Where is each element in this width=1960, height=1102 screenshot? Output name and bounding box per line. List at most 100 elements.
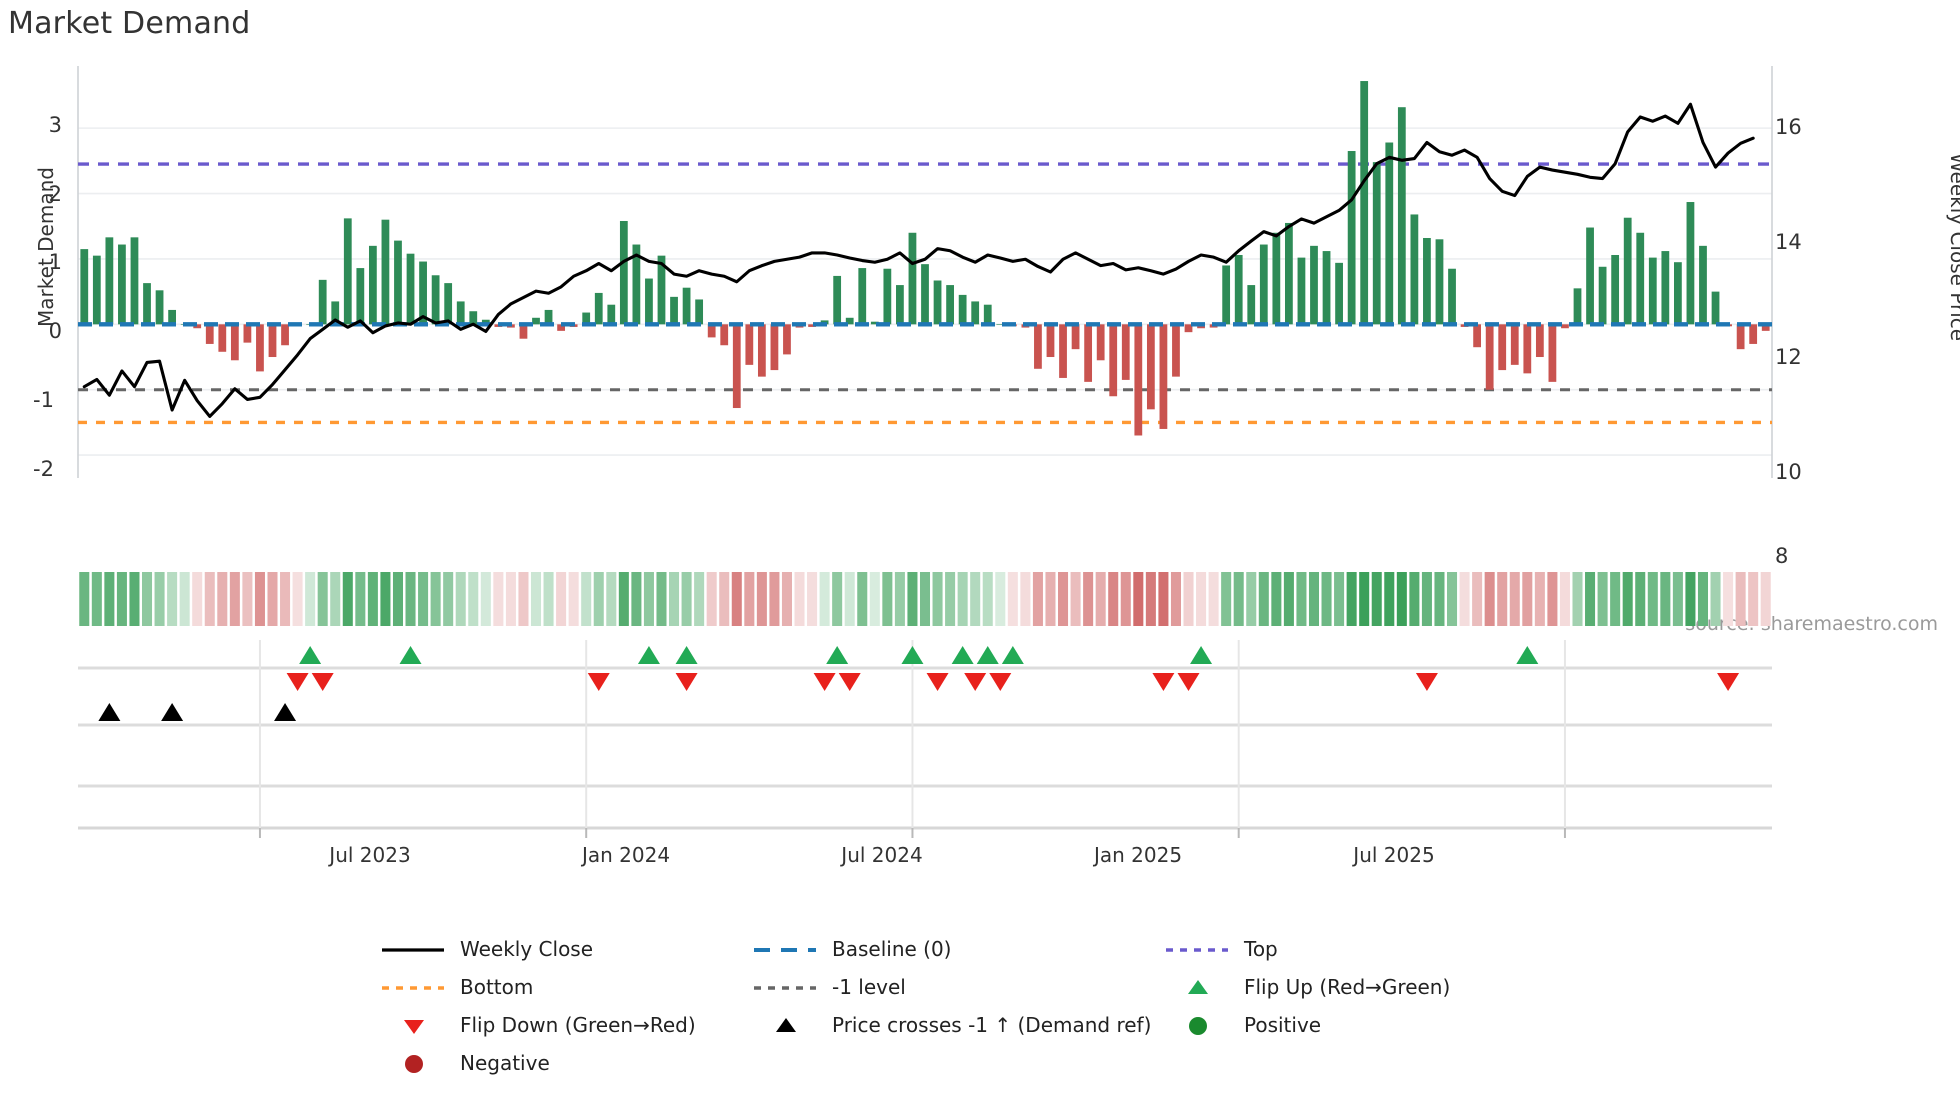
flip-down-marker xyxy=(1177,672,1200,692)
demand-bar xyxy=(519,324,528,339)
legend-item-negative[interactable]: Negative xyxy=(380,1044,752,1082)
heat-strip-cell xyxy=(1283,572,1294,626)
heat-strip-cell xyxy=(305,572,316,626)
demand-bar xyxy=(1046,324,1055,358)
legend-label: -1 level xyxy=(832,975,906,999)
demand-bar xyxy=(1598,266,1607,325)
heat-strip-cell xyxy=(1346,572,1357,626)
heat-strip-cell xyxy=(1409,572,1420,626)
demand-bar xyxy=(1222,265,1231,325)
demand-bar xyxy=(343,218,352,325)
legend-item-positive[interactable]: Positive xyxy=(1164,1006,1321,1044)
legend-row-4: Negative xyxy=(380,1044,1640,1082)
heat-strip-cell xyxy=(104,572,115,626)
demand-bar xyxy=(845,317,854,325)
demand-bar xyxy=(130,237,139,325)
heat-strip-cell xyxy=(857,572,868,626)
heat-strip-cell xyxy=(1472,572,1483,626)
heat-strip-cell xyxy=(1697,572,1709,626)
demand-bar xyxy=(1699,245,1707,325)
legend-item-price-crosses[interactable]: Price crosses -1 ↑ (Demand ref) xyxy=(752,1006,1164,1044)
demand-bar xyxy=(858,268,867,325)
y-tick-left-5: -2 xyxy=(33,457,54,481)
price-cross-marker xyxy=(274,702,297,722)
demand-bar xyxy=(1372,162,1381,325)
heat-strip-cell xyxy=(1647,572,1658,626)
heat-strip-cell xyxy=(1660,572,1671,626)
triangle-up-black-icon xyxy=(752,1015,818,1035)
heat-strip-cell xyxy=(982,572,993,626)
flip-down-marker xyxy=(926,672,949,692)
heat-strip-cell xyxy=(706,572,717,626)
triangle-down-icon xyxy=(380,1015,446,1035)
legend-label: Flip Up (Red→Green) xyxy=(1244,975,1451,999)
demand-bar xyxy=(1096,324,1105,361)
heat-strip-cell xyxy=(1083,572,1094,626)
demand-bar xyxy=(80,249,89,325)
heat-strip-cell xyxy=(1208,572,1219,626)
heat-strip-cell xyxy=(919,572,931,626)
heat-strip-cell xyxy=(1045,572,1056,626)
heat-strip-cell xyxy=(1522,572,1533,626)
legend-item-flip-up[interactable]: Flip Up (Red→Green) xyxy=(1164,968,1450,1006)
heat-strip-cell xyxy=(1534,572,1545,626)
demand-bar xyxy=(1586,227,1594,325)
legend-item-flip-down[interactable]: Flip Down (Green→Red) xyxy=(380,1006,752,1044)
legend-item-baseline[interactable]: Baseline (0) xyxy=(752,930,1164,968)
legend-item-minus-one-level[interactable]: -1 level xyxy=(752,968,1164,1006)
heat-strip-cell xyxy=(1497,572,1508,626)
demand-bar xyxy=(431,275,440,325)
heat-strip-cell xyxy=(1120,572,1131,626)
page-title: Market Demand xyxy=(8,6,251,41)
demand-bar xyxy=(582,312,591,325)
flip-up-marker xyxy=(637,645,660,665)
demand-bar xyxy=(406,253,415,325)
demand-bar xyxy=(1172,324,1180,377)
legend-item-weekly-close[interactable]: Weekly Close xyxy=(380,930,752,968)
heat-strip-cell xyxy=(1095,572,1106,626)
legend-label: Price crosses -1 ↑ (Demand ref) xyxy=(832,1013,1152,1037)
legend-item-top[interactable]: Top xyxy=(1164,930,1278,968)
heat-strip-cell xyxy=(669,572,680,626)
legend-row-2: Bottom -1 level Flip Up (Red→Green) xyxy=(380,968,1640,1006)
heat-strip-cell xyxy=(1296,572,1307,626)
heat-strip-cell xyxy=(242,572,253,626)
price-cross-marker xyxy=(161,702,184,722)
flip-up-marker xyxy=(1001,645,1024,665)
demand-bar xyxy=(770,324,779,371)
heat-strip-cell xyxy=(719,572,730,626)
legend-item-bottom[interactable]: Bottom xyxy=(380,968,752,1006)
heat-strip-cell xyxy=(1559,572,1570,626)
heat-strip-cell xyxy=(79,572,90,626)
heat-strip-cell xyxy=(631,572,642,626)
demand-bar xyxy=(732,324,741,409)
heat-strip-cell xyxy=(1459,572,1470,626)
demand-bar xyxy=(381,219,390,325)
heat-strip-cell xyxy=(957,572,968,626)
demand-bar xyxy=(281,324,289,346)
x-tick-2: Jul 2024 xyxy=(841,843,923,867)
heat-strip-cell xyxy=(1271,572,1282,626)
demand-bar xyxy=(1134,324,1143,436)
y-tick-left-4: -1 xyxy=(33,388,54,412)
demand-bar xyxy=(933,280,942,325)
demand-bar xyxy=(1561,324,1569,329)
x-tick-4: Jul 2025 xyxy=(1353,843,1435,867)
heat-strip-cell xyxy=(1509,572,1520,626)
heat-strip-cell xyxy=(1145,572,1156,626)
heat-strip-cell xyxy=(292,572,303,626)
demand-bar xyxy=(1084,324,1093,382)
heat-strip-cell xyxy=(970,572,981,626)
demand-bar xyxy=(356,268,365,325)
demand-bar xyxy=(230,324,239,361)
flip-up-marker xyxy=(951,645,974,665)
heat-strip-cell xyxy=(280,572,291,626)
heat-strip-cell xyxy=(229,572,240,626)
heat-strip-cell xyxy=(1447,572,1458,626)
demand-bar xyxy=(870,321,879,325)
heat-strip-cell xyxy=(1610,572,1621,626)
heat-strip-cell xyxy=(568,572,579,626)
heat-strip-cell xyxy=(154,572,165,626)
demand-bar xyxy=(1059,324,1067,378)
